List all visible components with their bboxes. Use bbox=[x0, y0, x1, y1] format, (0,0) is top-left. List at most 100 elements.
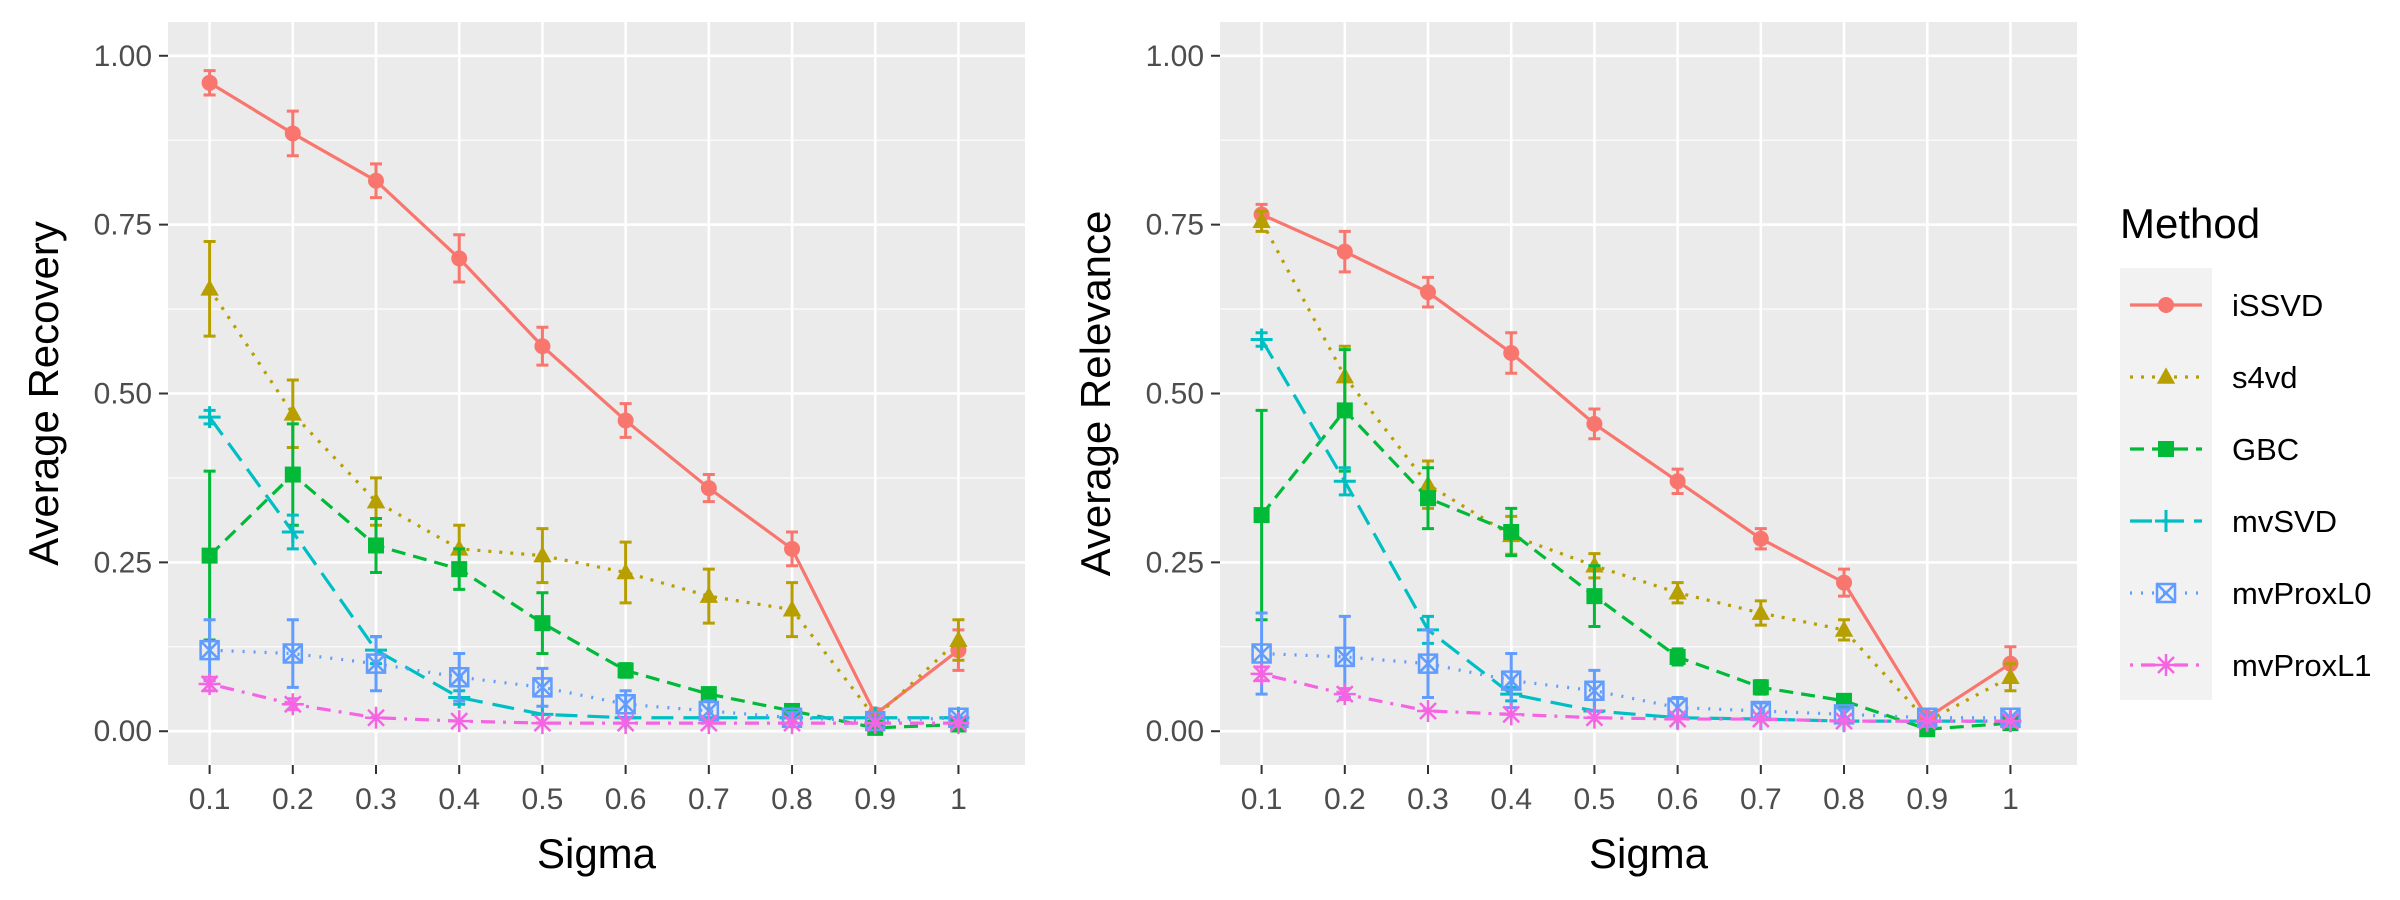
legend-title: Method bbox=[2120, 200, 2260, 247]
left-point-mvproxl1 bbox=[614, 712, 637, 735]
left-point-mvproxl1 bbox=[864, 712, 887, 735]
right-point-issvd bbox=[1669, 473, 1686, 490]
left-x-axis-title: Sigma bbox=[537, 830, 657, 877]
right-point-mvproxl1 bbox=[1583, 706, 1606, 729]
left-point-mvproxl0 bbox=[448, 666, 470, 688]
left-point-s4vd bbox=[616, 562, 635, 580]
left-x-tick-label: 0.6 bbox=[605, 783, 647, 816]
right-point-gbc bbox=[1669, 648, 1686, 665]
right-series-line-mvproxl0 bbox=[1261, 651, 2011, 720]
right-x-tick-label: 0.2 bbox=[1324, 783, 1366, 816]
legend-item-mvproxl1: mvProxL1 bbox=[2130, 648, 2372, 683]
left-point-issvd bbox=[617, 412, 634, 429]
right-series-line-s4vd bbox=[1260, 220, 2012, 723]
right-y-axis-title: Average Relevance bbox=[1072, 211, 1119, 577]
right-x-tick-label: 0.5 bbox=[1574, 783, 1616, 816]
right-series-line-issvd bbox=[1260, 213, 2012, 720]
left-y-axis-title: Average Recovery bbox=[20, 221, 67, 566]
left-point-mvsvd bbox=[198, 406, 221, 429]
legend-marker-s4vd bbox=[2156, 367, 2176, 384]
left-point-mvproxl1 bbox=[947, 712, 970, 735]
right-point-mvproxl1 bbox=[1500, 703, 1523, 726]
right-point-mvsvd bbox=[1333, 470, 1356, 493]
right-point-mvproxl1 bbox=[1749, 708, 1772, 731]
left-x-tick-label: 0.7 bbox=[688, 783, 730, 816]
left-point-s4vd bbox=[283, 404, 303, 421]
left-point-gbc bbox=[534, 615, 551, 632]
left-chart-panel: 0.00 0.25 0.50 0.75 1.00 0.1 0.2 0.3 0.4 0.5 0.6 0.… bbox=[20, 22, 1025, 877]
left-point-mvproxl1 bbox=[365, 706, 388, 729]
right-point-s4vd bbox=[2001, 667, 2020, 684]
left-point-issvd bbox=[451, 250, 468, 267]
right-x-tick-label: 0.8 bbox=[1823, 783, 1865, 816]
right-point-mvproxl0 bbox=[1251, 643, 1272, 664]
right-series-line-mvproxl1 bbox=[1261, 672, 2011, 723]
left-y-tick-label: 0.50 bbox=[94, 378, 152, 411]
legend-marker-issvd bbox=[2158, 297, 2174, 313]
legend-label-mvproxl0: mvProxL0 bbox=[2232, 576, 2372, 611]
left-point-gbc bbox=[284, 466, 301, 483]
legend-items: iSSVD s4vd GBC mvSVD mvProxL0 mvProxL1 bbox=[2130, 288, 2372, 683]
left-point-s4vd bbox=[533, 546, 552, 563]
left-series-layer bbox=[198, 69, 970, 736]
legend-item-gbc: GBC bbox=[2130, 432, 2299, 467]
left-point-mvsvd bbox=[281, 520, 304, 543]
left-series-issvd bbox=[201, 69, 967, 723]
right-x-tick-label: 0.4 bbox=[1490, 783, 1532, 816]
right-x-tick-label: 0.9 bbox=[1906, 783, 1948, 816]
legend-label-mvsvd: mvSVD bbox=[2232, 504, 2337, 539]
legend-marker-mvproxl0 bbox=[2155, 582, 2177, 604]
left-point-gbc bbox=[700, 686, 717, 703]
right-y-tick-label: 0.00 bbox=[1146, 715, 1204, 748]
legend-item-mvproxl0: mvProxL0 bbox=[2130, 576, 2372, 611]
legend-item-s4vd: s4vd bbox=[2130, 360, 2297, 395]
left-point-issvd bbox=[368, 172, 385, 189]
left-point-issvd bbox=[700, 480, 717, 497]
left-point-mvproxl1 bbox=[448, 710, 471, 733]
right-axis-ticks: 0.00 0.25 0.50 0.75 1.00 0.1 0.2 0.3 0.4 0.5 0.6 0.… bbox=[1146, 40, 2019, 816]
left-point-s4vd bbox=[949, 630, 968, 647]
right-point-s4vd bbox=[1252, 211, 1271, 229]
right-point-issvd bbox=[1586, 415, 1603, 432]
right-point-mvproxl1 bbox=[1417, 699, 1440, 722]
left-point-issvd bbox=[284, 125, 301, 142]
right-point-s4vd bbox=[1751, 603, 1771, 620]
right-series-mvproxl1 bbox=[1250, 662, 2022, 733]
right-point-mvproxl1 bbox=[1916, 710, 1939, 733]
right-point-gbc bbox=[1503, 523, 1520, 540]
left-point-mvproxl0 bbox=[532, 677, 553, 698]
left-x-tick-label: 0.3 bbox=[355, 783, 397, 816]
left-point-issvd bbox=[534, 338, 551, 355]
legend-label-s4vd: s4vd bbox=[2232, 360, 2297, 395]
legend-label-issvd: iSSVD bbox=[2232, 288, 2323, 323]
legend: Method iSSVD s4vd GBC mvSVD mvProxL0 mvProxL1 bbox=[2120, 200, 2372, 700]
left-y-tick-label: 0.75 bbox=[94, 209, 152, 242]
left-x-tick-label: 1 bbox=[950, 783, 967, 816]
left-point-gbc bbox=[201, 547, 218, 564]
right-x-tick-label: 0.7 bbox=[1740, 783, 1782, 816]
right-point-mvproxl1 bbox=[1333, 683, 1356, 706]
legend-marker-mvsvd bbox=[2155, 510, 2177, 532]
left-series-line-issvd bbox=[208, 81, 960, 716]
left-series-mvproxl1 bbox=[198, 672, 970, 735]
right-point-issvd bbox=[1836, 574, 1853, 591]
left-x-tick-label: 0.4 bbox=[438, 783, 480, 816]
right-x-tick-label: 1 bbox=[2002, 783, 2019, 816]
left-y-tick-label: 0.00 bbox=[94, 715, 152, 748]
right-series-layer bbox=[1250, 202, 2022, 738]
right-x-tick-label: 0.6 bbox=[1657, 783, 1699, 816]
left-x-tick-label: 0.2 bbox=[272, 783, 314, 816]
left-x-tick-label: 0.8 bbox=[771, 783, 813, 816]
right-point-issvd bbox=[1420, 284, 1437, 301]
left-point-s4vd bbox=[782, 600, 802, 617]
right-y-tick-label: 0.50 bbox=[1146, 378, 1204, 411]
right-point-gbc bbox=[1336, 402, 1353, 419]
right-point-gbc bbox=[1253, 507, 1270, 524]
left-point-s4vd bbox=[366, 491, 386, 509]
left-point-mvproxl1 bbox=[198, 672, 221, 695]
left-point-issvd bbox=[784, 540, 801, 557]
left-y-tick-label: 0.25 bbox=[94, 546, 152, 579]
legend-key-background bbox=[2120, 268, 2212, 700]
left-point-s4vd bbox=[200, 279, 219, 296]
